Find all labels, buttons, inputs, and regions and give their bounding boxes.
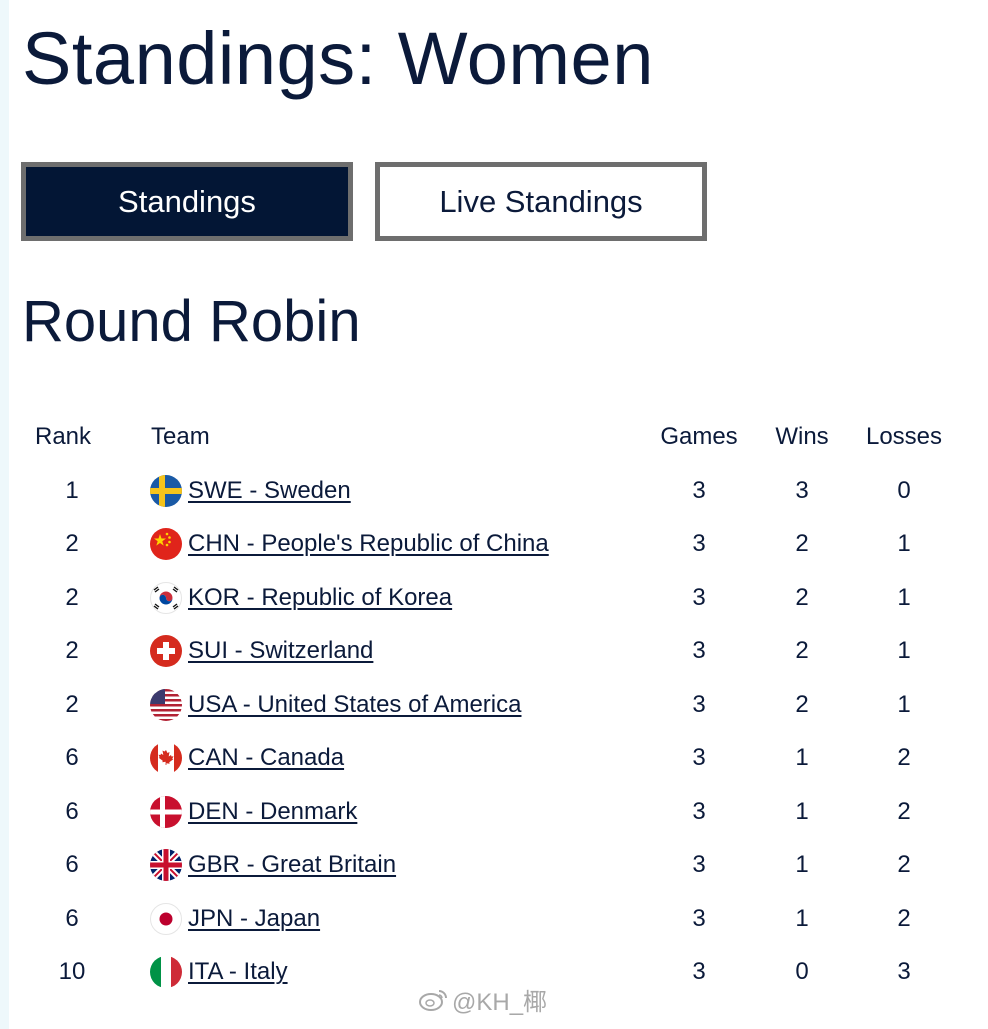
games-cell: 3: [692, 476, 706, 504]
table-row: 2 USA - United States of America 3 2 1: [22, 678, 962, 732]
losses-cell: 1: [897, 583, 911, 611]
italy-flag-icon: [150, 956, 182, 989]
page-title: Standings: Women: [22, 17, 654, 100]
team-cell: CAN - Canada: [150, 742, 345, 775]
header-games: Games: [660, 423, 738, 450]
table-row: 6 CAN - Canada 3 1 2: [22, 732, 962, 786]
losses-cell: 1: [897, 690, 911, 718]
team-cell: JPN - Japan: [150, 902, 321, 935]
canada-flag-icon: [150, 742, 182, 775]
sweden-flag-icon: [150, 474, 182, 507]
team-link[interactable]: CHN - People's Republic of China: [188, 530, 549, 558]
team-link[interactable]: DEN - Denmark: [188, 797, 358, 825]
table-row: 1 SWE - Sweden 3 3 0: [22, 464, 962, 518]
header-losses: Losses: [865, 423, 943, 450]
games-cell: 3: [692, 637, 706, 665]
rank-cell: 6: [65, 851, 79, 879]
team-link[interactable]: USA - United States of America: [188, 690, 522, 718]
tab-live-standings[interactable]: Live Standings: [375, 162, 707, 241]
tab-standings[interactable]: Standings: [21, 162, 353, 241]
rank-cell: 6: [65, 904, 79, 932]
losses-cell: 2: [897, 797, 911, 825]
team-link[interactable]: JPN - Japan: [188, 904, 321, 932]
team-link[interactable]: KOR - Republic of Korea: [188, 583, 453, 611]
wins-cell: 2: [795, 583, 809, 611]
losses-cell: 2: [897, 904, 911, 932]
wins-cell: 1: [795, 797, 809, 825]
losses-cell: 1: [897, 637, 911, 665]
watermark-text: @KH_椰: [452, 989, 548, 1016]
rank-cell: 2: [65, 690, 79, 718]
games-cell: 3: [692, 690, 706, 718]
table-row: 6 DEN - Denmark 3 1 2: [22, 785, 962, 839]
wins-cell: 2: [795, 530, 809, 558]
rank-cell: 6: [65, 744, 79, 772]
table-row: 10 ITA - Italy 3 0 3: [22, 946, 962, 1000]
losses-cell: 0: [897, 476, 911, 504]
japan-flag-icon: [150, 902, 182, 935]
games-cell: 3: [692, 744, 706, 772]
team-cell: SWE - Sweden: [150, 474, 351, 507]
header-team: Team: [151, 423, 210, 450]
team-cell: DEN - Denmark: [150, 795, 358, 828]
losses-cell: 1: [897, 530, 911, 558]
team-cell: USA - United States of America: [150, 688, 522, 721]
left-edge-strip: [0, 0, 9, 1029]
table-row: 2 KOR - Republic of Korea 3 2 1: [22, 571, 962, 625]
table-row: 6 GBR - Great Britain 3 1 2: [22, 839, 962, 893]
usa-flag-icon: [150, 688, 182, 721]
switzerland-flag-icon: [150, 635, 182, 668]
games-cell: 3: [692, 904, 706, 932]
rank-cell: 2: [65, 583, 79, 611]
table-row: 2 SUI - Switzerland 3 2 1: [22, 625, 962, 679]
team-link[interactable]: ITA - Italy: [188, 958, 288, 986]
rank-cell: 2: [65, 530, 79, 558]
team-link[interactable]: CAN - Canada: [188, 744, 345, 772]
games-cell: 3: [692, 530, 706, 558]
team-link[interactable]: GBR - Great Britain: [188, 851, 397, 879]
table-row: 2 CHN - People's Republic of China 3 2 1: [22, 518, 962, 572]
games-cell: 3: [692, 797, 706, 825]
wins-cell: 1: [795, 744, 809, 772]
team-cell: CHN - People's Republic of China: [150, 528, 549, 561]
team-cell: SUI - Switzerland: [150, 635, 374, 668]
rank-cell: 2: [65, 637, 79, 665]
section-title: Round Robin: [22, 289, 361, 354]
weibo-icon: [419, 989, 447, 1011]
team-cell: GBR - Great Britain: [150, 849, 397, 882]
losses-cell: 3: [897, 958, 911, 986]
korea-flag-icon: [150, 581, 182, 614]
table-row: 6 JPN - Japan 3 1 2: [22, 892, 962, 946]
great-britain-flag-icon: [150, 849, 182, 882]
header-wins: Wins: [775, 423, 829, 450]
denmark-flag-icon: [150, 795, 182, 828]
games-cell: 3: [692, 851, 706, 879]
watermark: @KH_椰: [418, 982, 547, 1017]
wins-cell: 3: [795, 476, 809, 504]
losses-cell: 2: [897, 744, 911, 772]
rank-cell: 6: [65, 797, 79, 825]
games-cell: 3: [692, 958, 706, 986]
team-cell: ITA - Italy: [150, 956, 288, 989]
rank-cell: 10: [58, 958, 86, 986]
wins-cell: 0: [795, 958, 809, 986]
standings-table: Rank Team Games Wins Losses 1 SWE - Swede…: [22, 410, 962, 999]
team-link[interactable]: SUI - Switzerland: [188, 637, 374, 665]
header-rank: Rank: [35, 423, 92, 450]
table-header: Rank Team Games Wins Losses: [22, 410, 962, 464]
wins-cell: 2: [795, 690, 809, 718]
team-link[interactable]: SWE - Sweden: [188, 476, 351, 504]
losses-cell: 2: [897, 851, 911, 879]
wins-cell: 2: [795, 637, 809, 665]
china-flag-icon: [150, 528, 182, 561]
wins-cell: 1: [795, 904, 809, 932]
wins-cell: 1: [795, 851, 809, 879]
games-cell: 3: [692, 583, 706, 611]
rank-cell: 1: [65, 476, 79, 504]
team-cell: KOR - Republic of Korea: [150, 581, 453, 614]
